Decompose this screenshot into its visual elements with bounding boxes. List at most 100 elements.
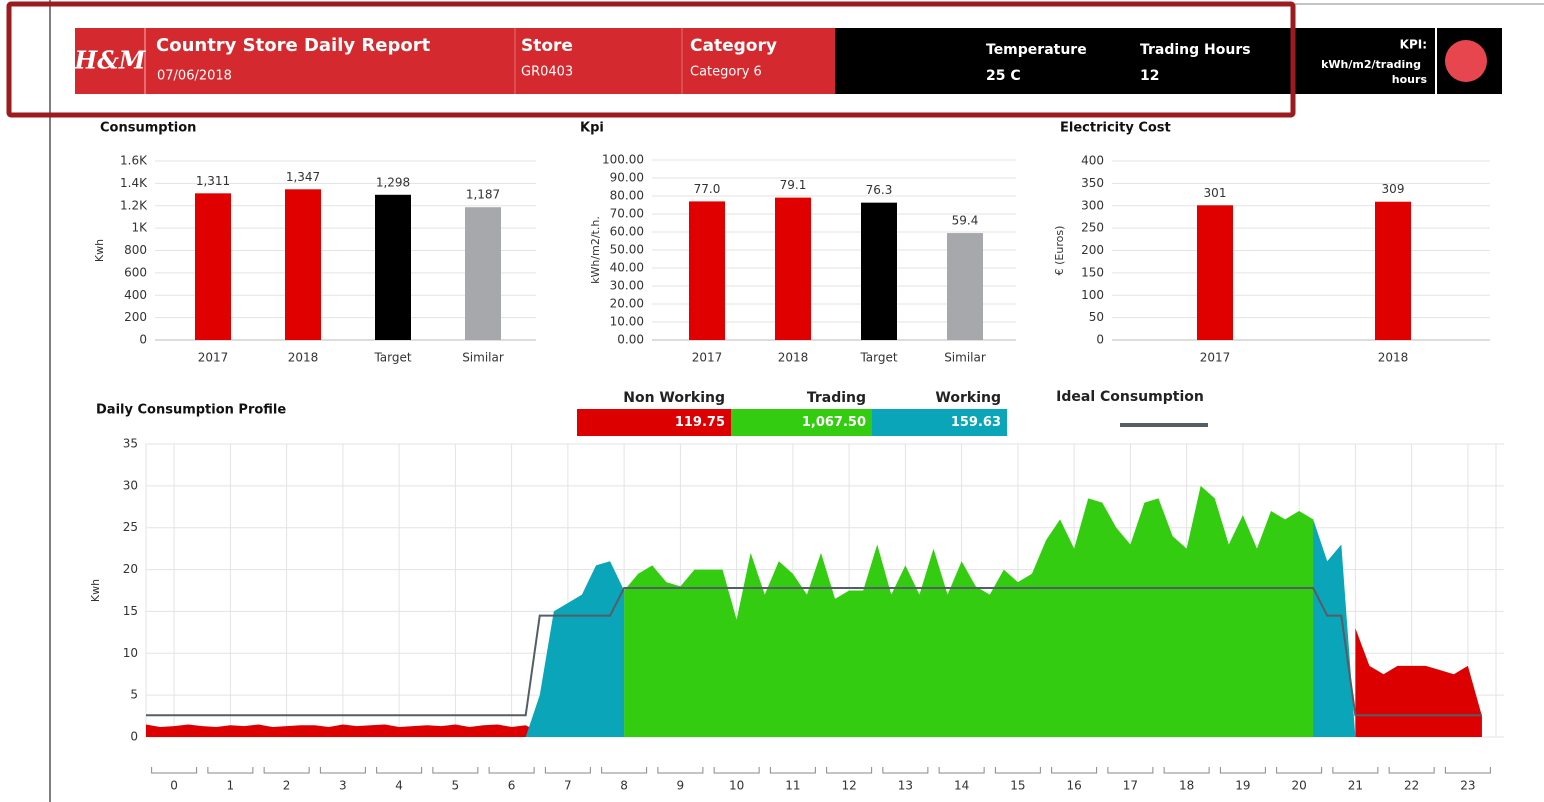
x-tick-mark (1332, 767, 1379, 774)
x-tick-label: 19 (1235, 779, 1250, 793)
y-tick-label: 400 (1081, 154, 1104, 168)
y-tick-label: 5 (130, 688, 138, 702)
chart-title: Consumption (100, 121, 196, 136)
bar (465, 207, 501, 340)
y-axis-label: Kwh (93, 239, 106, 262)
y-tick-label: 0 (130, 730, 138, 744)
x-tick-label: 9 (677, 779, 685, 793)
y-tick-label: 0 (139, 333, 147, 347)
kpi-label: KPI: (1400, 38, 1427, 52)
store-label: Store (521, 36, 573, 56)
y-tick-label: 150 (1081, 265, 1104, 279)
x-tick-mark (1276, 767, 1323, 774)
header-red (75, 28, 835, 94)
y-tick-label: 10 (123, 646, 138, 660)
x-tick-label: 3 (339, 779, 347, 793)
highlight-frame (6, 1, 1296, 118)
x-tick-label: 2018 (1378, 351, 1409, 365)
x-tick-mark (151, 767, 198, 774)
x-tick-label: 13 (898, 779, 913, 793)
total-label: 159.63 (951, 415, 1001, 430)
y-tick-label: 20.00 (610, 297, 644, 311)
total-box (577, 409, 731, 436)
y-tick-label: 60.00 (610, 225, 644, 239)
x-tick-mark (938, 767, 985, 774)
chart-title: Electricity Cost (1060, 121, 1171, 136)
y-tick-label: 300 (1081, 198, 1104, 212)
x-tick-label: 11 (785, 779, 800, 793)
y-tick-label: 50 (1089, 310, 1104, 324)
y-tick-label: 1K (131, 221, 148, 235)
total-box (872, 409, 1007, 436)
value-label: 79.1 (780, 178, 807, 192)
x-tick-mark (882, 767, 929, 774)
y-tick-label: 1.4K (120, 176, 148, 190)
x-tick-mark (1163, 767, 1210, 774)
x-tick-label: Similar (944, 351, 986, 365)
y-tick-label: 200 (124, 310, 147, 324)
total-label: 1,067.50 (802, 415, 866, 430)
temperature-value: 25 C (986, 68, 1021, 84)
y-tick-label: 250 (1081, 221, 1104, 235)
x-tick-label: 2018 (778, 351, 809, 365)
bar (375, 194, 411, 340)
x-tick-mark (319, 767, 366, 774)
y-tick-label: 350 (1081, 176, 1104, 190)
x-tick-mark (488, 767, 535, 774)
category-value: Category 6 (690, 65, 762, 80)
y-tick-label: 600 (124, 265, 147, 279)
x-tick-mark (1107, 767, 1154, 774)
x-tick-label: 2017 (692, 351, 723, 365)
ideal-line (146, 586, 1482, 717)
value-label: 77.0 (694, 182, 721, 196)
trading-hours-value: 12 (1140, 68, 1159, 84)
x-tick-mark (769, 767, 816, 774)
x-tick-label: 4 (395, 779, 403, 793)
x-tick-mark (826, 767, 873, 774)
x-tick-mark (994, 767, 1041, 774)
x-tick-mark (601, 767, 648, 774)
value-label: 1,347 (286, 170, 320, 184)
store-value: GR0403 (521, 65, 573, 80)
legend-label: Non Working (623, 390, 725, 406)
report-title: Country Store Daily Report (156, 35, 431, 56)
temperature-label: Temperature (986, 42, 1087, 58)
y-tick-label: 25 (123, 520, 138, 534)
x-tick-label: 14 (954, 779, 969, 793)
y-tick-label: 50.00 (610, 243, 644, 257)
report-date: 07/06/2018 (157, 69, 232, 84)
trading-hours-label: Trading Hours (1140, 42, 1251, 58)
category-label: Category (690, 36, 777, 56)
bar (285, 189, 321, 340)
value-label: 301 (1204, 186, 1227, 200)
y-tick-label: 35 (123, 437, 138, 451)
x-tick-mark (544, 767, 591, 774)
chart-title: Daily Consumption Profile (96, 403, 286, 418)
bar (1197, 205, 1233, 340)
area (525, 519, 1356, 737)
bar (1375, 201, 1411, 340)
x-tick-label: 7 (564, 779, 572, 793)
x-tick-mark (207, 767, 254, 774)
y-tick-label: 40.00 (610, 261, 644, 275)
x-tick-label: 2 (283, 779, 291, 793)
bar (775, 197, 811, 340)
x-tick-label: 15 (1010, 779, 1025, 793)
x-tick-label: 20 (1291, 779, 1306, 793)
x-tick-mark (1388, 767, 1435, 774)
x-tick-label: 23 (1460, 779, 1475, 793)
chart-title: Kpi (580, 121, 604, 136)
x-tick-label: 10 (729, 779, 744, 793)
y-tick-label: 100.00 (602, 153, 644, 167)
x-tick-label: 2018 (288, 351, 319, 365)
y-axis-label: Kwh (89, 579, 102, 602)
x-tick-mark (713, 767, 760, 774)
y-tick-label: 20 (123, 562, 138, 576)
y-tick-label: 100 (1081, 288, 1104, 302)
legend-label: Ideal Consumption (1056, 389, 1204, 405)
y-tick-label: 10.00 (610, 315, 644, 329)
logo: H&M (74, 46, 147, 75)
total-label: 119.75 (675, 415, 725, 430)
y-tick-label: 0.00 (617, 333, 644, 347)
x-tick-label: Target (373, 351, 411, 365)
